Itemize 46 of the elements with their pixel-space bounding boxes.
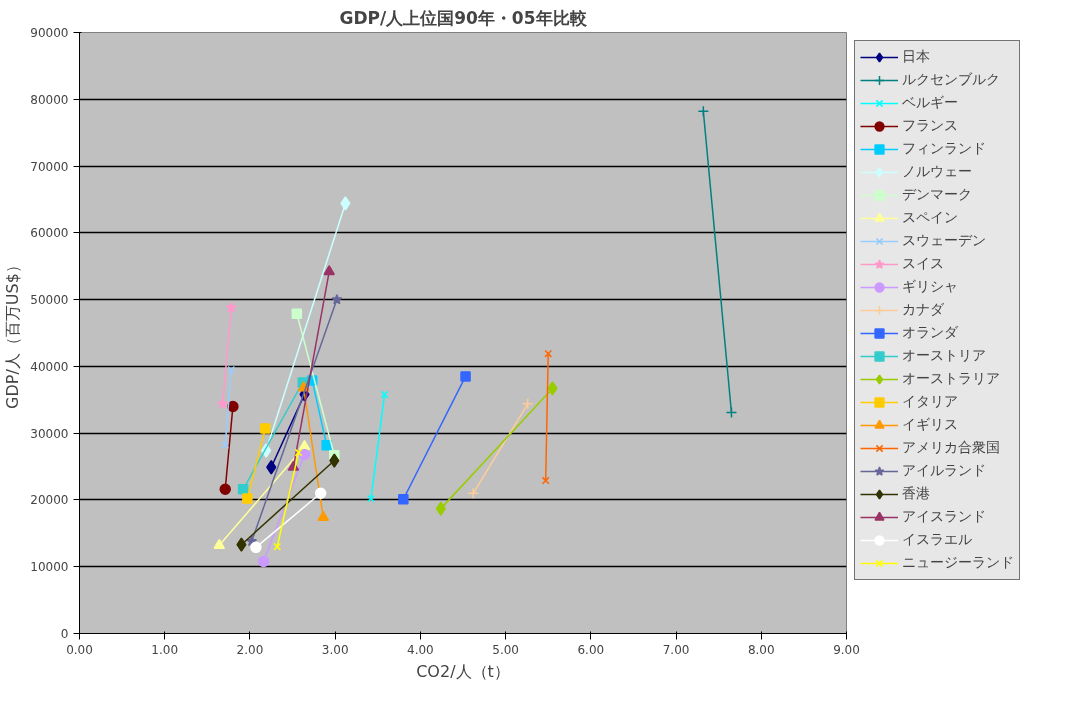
legend-label: ギリシャ xyxy=(902,277,958,296)
legend-label: 日本 xyxy=(902,47,930,66)
legend-label: ルクセンブルク xyxy=(902,70,1000,89)
legend-label: オランダ xyxy=(902,323,958,342)
y-tick-label: 30000 xyxy=(30,426,69,441)
x-tick-label: 0.00 xyxy=(66,642,93,657)
x-tick-label: 3.00 xyxy=(321,642,349,657)
legend-label: アメリカ合衆国 xyxy=(902,438,1000,457)
y-tick-label: 70000 xyxy=(30,159,69,174)
legend-label: オーストリア xyxy=(902,346,986,365)
y-tick-label: 10000 xyxy=(30,560,69,575)
x-tick-label: 4.00 xyxy=(407,642,434,657)
x-axis-title: CO2/人（t） xyxy=(416,661,510,681)
x-tick-label: 8.00 xyxy=(747,642,775,657)
x-tick-label: 5.00 xyxy=(492,642,519,657)
legend-label: イギリス xyxy=(902,415,958,434)
legend-label: アイスランド xyxy=(902,507,986,526)
legend-label: カナダ xyxy=(902,300,944,319)
y-tick-label: 50000 xyxy=(30,293,69,308)
x-tick-label: 7.00 xyxy=(662,642,690,657)
y-axis-title: GDP/人（百万US$） xyxy=(3,257,23,409)
chart-title: GDP/人上位国90年・05年比較 xyxy=(339,7,588,28)
legend-label: ベルギー xyxy=(902,93,958,112)
legend-label: ニュージーランド xyxy=(902,553,1014,572)
x-tick-label: 2.00 xyxy=(236,642,264,657)
legend-label: ノルウェー xyxy=(902,162,972,181)
legend-label: スイス xyxy=(902,254,944,273)
legend-label: イタリア xyxy=(902,392,958,411)
x-tick-label: 9.00 xyxy=(833,642,860,657)
legend-label: フランス xyxy=(902,116,958,135)
y-tick-label: 40000 xyxy=(30,359,69,374)
legend-label: オーストラリア xyxy=(902,369,1000,388)
legend-label: スペイン xyxy=(902,208,958,227)
y-tick-label: 60000 xyxy=(30,226,69,241)
legend-label: イスラエル xyxy=(902,530,972,549)
y-tick-label: 20000 xyxy=(30,493,69,508)
x-tick-label: 6.00 xyxy=(577,642,605,657)
y-tick-label: 0 xyxy=(60,627,69,641)
legend-label: フィンランド xyxy=(902,139,986,158)
legend-label: 香港 xyxy=(902,484,930,503)
y-tick-label: 80000 xyxy=(30,92,69,107)
legend-label: デンマーク xyxy=(902,185,972,204)
x-tick-label: 1.00 xyxy=(151,642,179,657)
legend-label: スウェーデン xyxy=(902,231,986,250)
legend-label: アイルランド xyxy=(902,461,986,480)
y-tick-label: 90000 xyxy=(30,26,69,40)
